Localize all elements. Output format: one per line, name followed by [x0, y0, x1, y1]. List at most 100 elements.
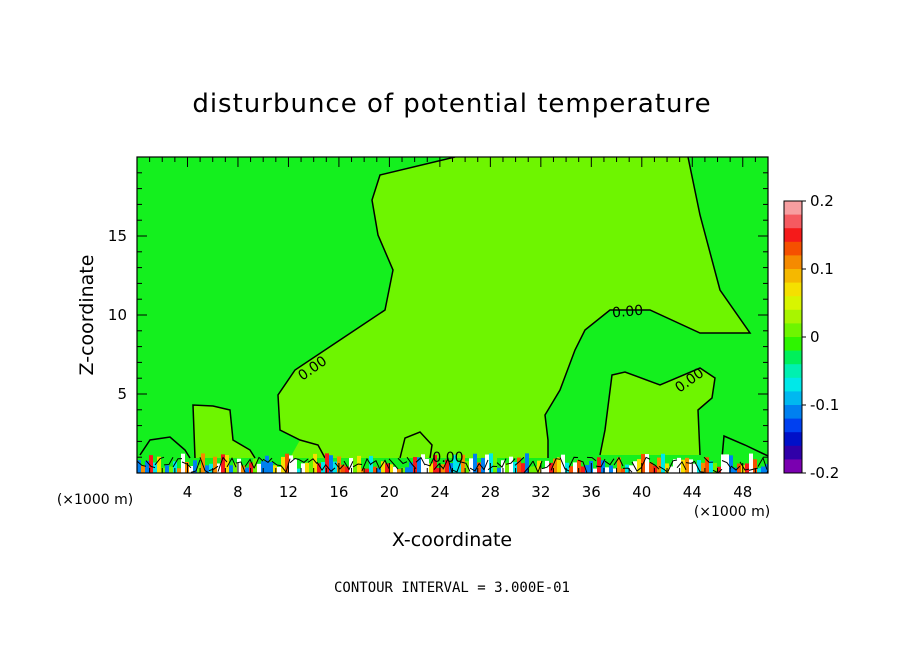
surface-cell [209, 463, 213, 473]
surface-contour [730, 465, 741, 471]
surface-cell [761, 466, 765, 473]
surface-cell [689, 459, 693, 473]
colorbar-swatch [784, 228, 802, 243]
surface-cell [381, 461, 385, 473]
surface-contour [388, 458, 399, 470]
surface-cell [261, 461, 265, 473]
surface-cell [165, 465, 169, 473]
surface-cell [753, 459, 757, 473]
surface-cell [573, 462, 577, 473]
surface-cell [757, 468, 761, 473]
surface-cell [197, 464, 201, 473]
surface-cell [625, 464, 629, 473]
colorbar-swatch [784, 405, 802, 420]
surface-cell [733, 467, 737, 473]
surface-contour [541, 463, 552, 470]
y-unit-label: (×1000 m) [57, 492, 133, 508]
surface-cell [237, 458, 241, 473]
surface-cell [221, 454, 225, 473]
surface-cell [429, 463, 433, 473]
surface-cell [333, 461, 337, 473]
y-axis-title: Z-coordinate [76, 255, 98, 376]
surface-cell [309, 457, 313, 473]
surface-contour [199, 457, 210, 473]
x-tick-label: 28 [481, 483, 500, 501]
surface-cell [681, 459, 685, 473]
colorbar-swatch [784, 269, 802, 284]
colorbar-swatch [784, 241, 802, 256]
surface-cell [517, 457, 521, 473]
surface-contour [478, 459, 489, 471]
surface-cell [593, 468, 597, 473]
surface-contour [514, 456, 525, 466]
surface-cell [585, 465, 589, 473]
colorbar-swatch [784, 418, 802, 433]
colorbar [784, 201, 802, 474]
surface-cell [281, 456, 285, 473]
colorbar-tick-label: -0.2 [810, 464, 839, 482]
colorbar-tick-label: 0 [810, 328, 820, 346]
surface-contour [190, 459, 201, 473]
surface-contour [451, 460, 462, 473]
surface-cell [717, 466, 721, 473]
surface-contour [307, 458, 318, 465]
surface-cell [529, 466, 533, 473]
surface-cell [425, 458, 429, 473]
surface-contour [145, 460, 156, 469]
surface-contour [676, 460, 687, 471]
surface-contour [703, 456, 714, 463]
surface-cell [285, 453, 289, 473]
surface-cell [453, 454, 457, 473]
surface-contour [586, 456, 597, 462]
colorbar-swatch [784, 350, 802, 365]
surface-contour [271, 460, 282, 467]
chart-title: disturbunce of potential temperature [192, 89, 711, 119]
surface-cell [157, 456, 161, 473]
contour-zero-main [277, 157, 456, 459]
surface-cell [233, 462, 237, 473]
surface-cell [461, 454, 465, 473]
surface-contour [217, 456, 228, 472]
surface-contour [487, 465, 498, 471]
colorbar-swatch [784, 364, 802, 379]
surface-cell [501, 460, 505, 473]
surface-cell [289, 455, 293, 473]
surface-cell [693, 463, 697, 473]
surface-cell [149, 455, 153, 473]
surface-cell [553, 458, 557, 473]
surface-cell [525, 453, 529, 473]
surface-contour [424, 457, 435, 467]
colorbar-tick-label: 0.2 [810, 192, 834, 210]
surface-contour [469, 463, 480, 472]
surface-cell [581, 466, 585, 473]
surface-contour [613, 456, 624, 467]
surface-cell [713, 462, 717, 473]
contour-label-2: 0.00 [611, 303, 643, 322]
surface-cell [241, 465, 245, 473]
positive-region-2 [600, 368, 715, 455]
x-tick-label: 20 [380, 483, 399, 501]
surface-cell [621, 468, 625, 473]
x-axis-ticks: 4 8 12 16 20 24 28 32 36 40 44 48 [149, 157, 756, 501]
positive-region [278, 157, 750, 458]
surface-cell [661, 453, 665, 473]
surface-cell [145, 460, 149, 473]
surface-contour [397, 457, 408, 465]
y-tick-label: 10 [108, 306, 127, 324]
x-tick-label: 16 [329, 483, 348, 501]
surface-cell [353, 455, 357, 473]
surface-cell [565, 462, 569, 473]
colorbar-tick-label: 0.1 [810, 260, 834, 278]
contour-zero-small-2 [399, 431, 433, 459]
surface-cell [701, 462, 705, 473]
surface-cell [345, 466, 349, 473]
surface-cell [485, 454, 489, 473]
surface-cell [497, 467, 501, 473]
surface-cell [365, 468, 369, 473]
surface-cell [361, 468, 365, 473]
x-tick-label: 44 [683, 483, 702, 501]
surface-cell [193, 460, 197, 473]
x-axis-title: X-coordinate [392, 529, 512, 551]
surface-cell [373, 466, 377, 473]
